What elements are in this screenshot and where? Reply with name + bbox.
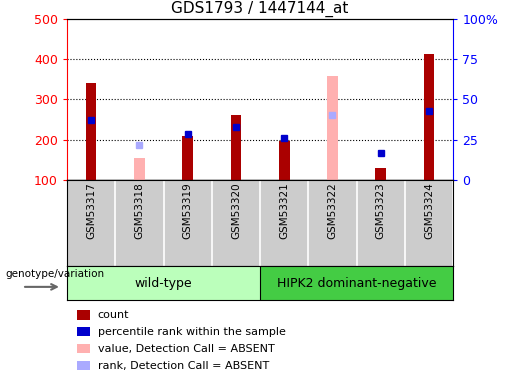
Bar: [375, 168, 386, 180]
Text: GSM53317: GSM53317: [86, 183, 96, 239]
Text: value, Detection Call = ABSENT: value, Detection Call = ABSENT: [98, 344, 274, 354]
Bar: [86, 83, 96, 180]
Text: GSM53320: GSM53320: [231, 183, 241, 239]
Bar: [134, 158, 145, 180]
Bar: [327, 76, 338, 180]
Text: GSM53324: GSM53324: [424, 183, 434, 239]
Text: percentile rank within the sample: percentile rank within the sample: [98, 327, 286, 337]
Text: count: count: [98, 310, 129, 320]
Text: GSM53319: GSM53319: [183, 183, 193, 239]
Text: GSM53323: GSM53323: [376, 183, 386, 239]
Text: wild-type: wild-type: [135, 277, 192, 290]
Bar: [67, 266, 260, 300]
Bar: [424, 54, 434, 180]
Title: GDS1793 / 1447144_at: GDS1793 / 1447144_at: [171, 1, 349, 17]
Text: GSM53322: GSM53322: [328, 183, 337, 239]
Text: rank, Detection Call = ABSENT: rank, Detection Call = ABSENT: [98, 361, 269, 370]
Text: GSM53321: GSM53321: [279, 183, 289, 239]
Text: HIPK2 dominant-negative: HIPK2 dominant-negative: [277, 277, 436, 290]
Bar: [260, 266, 453, 300]
Text: genotype/variation: genotype/variation: [5, 269, 104, 279]
Bar: [279, 141, 289, 180]
Bar: [182, 136, 193, 180]
Bar: [231, 115, 241, 180]
Text: GSM53318: GSM53318: [134, 183, 144, 239]
